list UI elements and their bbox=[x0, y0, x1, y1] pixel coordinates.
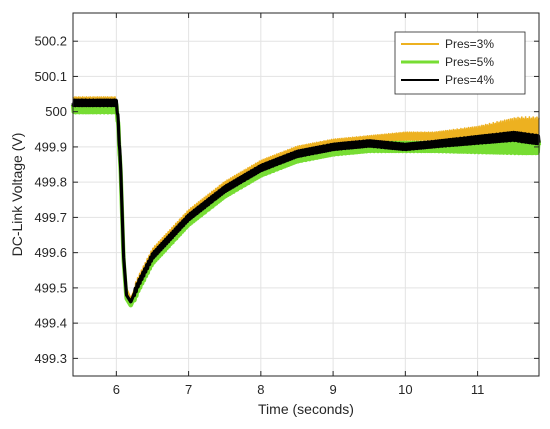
y-tick-label: 499.7 bbox=[34, 210, 67, 225]
x-tick-label: 6 bbox=[113, 382, 120, 397]
series-line-1 bbox=[72, 96, 540, 299]
series-line-3 bbox=[71, 98, 541, 304]
legend-label: Pres=3% bbox=[445, 37, 494, 51]
y-tick-label: 499.3 bbox=[34, 351, 67, 366]
legend-label: Pres=5% bbox=[445, 55, 494, 69]
x-axis-title: Time (seconds) bbox=[258, 401, 354, 417]
x-tick-label: 11 bbox=[471, 382, 485, 397]
y-tick-label: 499.9 bbox=[34, 139, 67, 154]
x-tick-label: 10 bbox=[398, 382, 412, 397]
x-tick-label: 9 bbox=[329, 382, 336, 397]
x-tick-label: 7 bbox=[185, 382, 192, 397]
plot-frame bbox=[72, 12, 540, 377]
y-tick-label: 500.1 bbox=[34, 69, 67, 84]
y-tick-label: 500 bbox=[45, 104, 67, 119]
y-axis-title: DC-Link Voltage (V) bbox=[9, 133, 25, 257]
legend-label: Pres=4% bbox=[445, 73, 494, 87]
y-tick-label: 499.6 bbox=[34, 245, 67, 260]
y-tick-label: 499.5 bbox=[34, 280, 67, 295]
y-tick-label: 499.4 bbox=[34, 316, 67, 331]
y-tick-label: 500.2 bbox=[34, 34, 67, 49]
y-axis: 499.3 499.4 499.5 499.6 499.7 499.8 499.9 500 50… bbox=[34, 34, 539, 366]
x-axis: 6 7 8 9 10 11 bbox=[113, 13, 485, 397]
y-tick-label: 499.8 bbox=[34, 175, 67, 190]
series-layer bbox=[70, 96, 542, 308]
legend: Pres=3% Pres=5% Pres=4% bbox=[394, 31, 526, 95]
x-tick-label: 8 bbox=[257, 382, 264, 397]
